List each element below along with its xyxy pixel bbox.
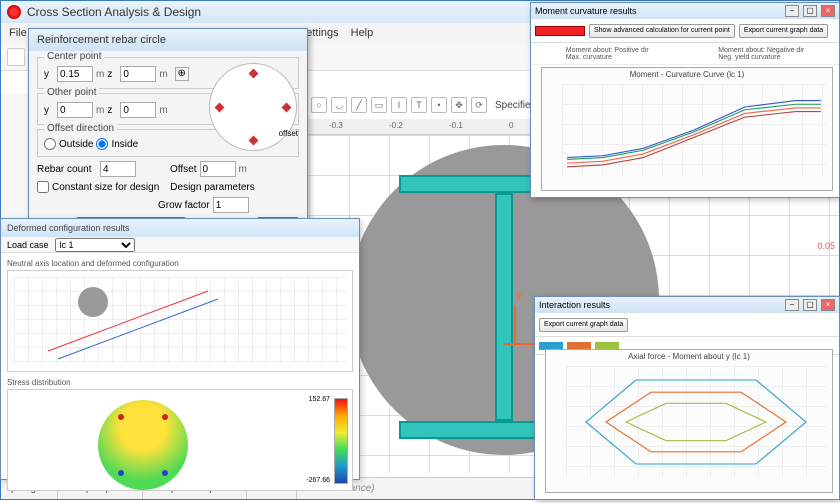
- deformed-panel: [7, 270, 353, 372]
- other-group-label: Other point: [44, 87, 99, 98]
- interaction-window: Interaction results – ▢ × Export current…: [534, 296, 840, 500]
- loadcase-select[interactable]: lc 1: [55, 238, 135, 252]
- app-title: Cross Section Analysis & Design: [27, 5, 201, 19]
- panel2-title: Stress distribution: [7, 378, 353, 387]
- ir-close-icon[interactable]: ×: [821, 299, 835, 311]
- tool-rect-icon[interactable]: ▭: [371, 97, 387, 113]
- constant-size-check[interactable]: [37, 181, 49, 193]
- ruler-tick: -0.2: [389, 121, 403, 130]
- maximize-icon[interactable]: ▢: [803, 5, 817, 17]
- results-window: Deformed configuration results Load case…: [0, 218, 360, 480]
- other-y-input[interactable]: [57, 102, 93, 118]
- other-z-input[interactable]: [120, 102, 156, 118]
- tool-line-icon[interactable]: ╱: [351, 97, 367, 113]
- ir-export-button[interactable]: Export current graph data: [539, 318, 628, 332]
- tool-arc-icon[interactable]: ◡: [331, 97, 347, 113]
- results-title[interactable]: Deformed configuration results: [1, 219, 359, 237]
- ir-maximize-icon[interactable]: ▢: [803, 299, 817, 311]
- colorbar: [334, 398, 348, 484]
- tool-point-icon[interactable]: •: [431, 97, 447, 113]
- center-group-label: Center point: [44, 51, 104, 62]
- drawing-toolbar: ○ ◡ ╱ ▭ I T • ✥ ⟳ Specified cover: [311, 93, 563, 117]
- ruler-tick: -0.3: [329, 121, 343, 130]
- menu-file[interactable]: File: [9, 27, 27, 39]
- axis-z-icon: [514, 305, 516, 345]
- mc-titlebar[interactable]: Moment curvature results – ▢ ×: [531, 3, 839, 19]
- offset-input[interactable]: [200, 161, 236, 177]
- mc-indicator: [535, 26, 585, 36]
- rebar-diagram: offset: [209, 63, 297, 151]
- ir-minimize-icon[interactable]: –: [785, 299, 799, 311]
- toolbar-new-icon[interactable]: [7, 48, 25, 66]
- app-icon: [7, 5, 21, 19]
- offset-group-label: Offset direction: [44, 123, 117, 134]
- mc-chart: Moment - Curvature Curve (lc 1): [541, 67, 833, 191]
- tool-t-icon[interactable]: T: [411, 97, 427, 113]
- pick-point-icon[interactable]: ⊕: [175, 67, 189, 81]
- center-y-input[interactable]: [57, 66, 93, 82]
- tool-i-icon[interactable]: I: [391, 97, 407, 113]
- tool-move-icon[interactable]: ✥: [451, 97, 467, 113]
- ir-chart: Axial force - Moment about y (lc 1): [545, 349, 833, 493]
- mc-export-button[interactable]: Export current graph data: [739, 24, 828, 38]
- outside-radio[interactable]: [44, 138, 56, 150]
- menu-help[interactable]: Help: [351, 27, 374, 39]
- ir-titlebar[interactable]: Interaction results – ▢ ×: [535, 297, 839, 313]
- close-icon[interactable]: ×: [821, 5, 835, 17]
- dialog-title[interactable]: Reinforcement rebar circle: [29, 29, 307, 51]
- stress-panel: 152.67 -267.66: [7, 389, 353, 491]
- minimize-icon[interactable]: –: [785, 5, 799, 17]
- coord-readout: 0.05: [817, 241, 835, 251]
- center-z-input[interactable]: [120, 66, 156, 82]
- rebar-count-input[interactable]: [100, 161, 136, 177]
- inside-radio[interactable]: [96, 138, 108, 150]
- moment-curvature-window: Moment curvature results – ▢ × Show adva…: [530, 2, 840, 198]
- ruler-tick: -0.1: [449, 121, 463, 130]
- mc-advanced-button[interactable]: Show advanced calculation for current po…: [589, 24, 735, 38]
- ruler-tick: 0: [509, 121, 513, 130]
- panel1-title: Neutral axis location and deformed confi…: [7, 259, 353, 268]
- tool-circle-icon[interactable]: ○: [311, 97, 327, 113]
- grow-factor-input[interactable]: [213, 197, 249, 213]
- tool-rotate-icon[interactable]: ⟳: [471, 97, 487, 113]
- stress-contour: [98, 400, 188, 490]
